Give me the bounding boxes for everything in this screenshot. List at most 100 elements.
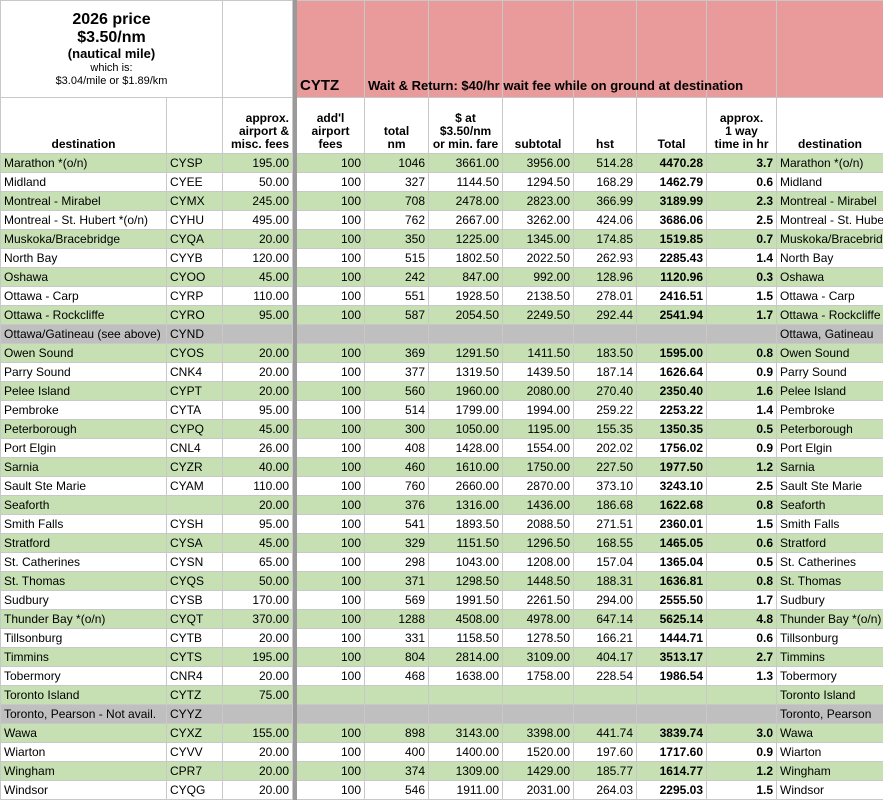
- nm-cell: 760: [365, 477, 429, 496]
- destination-cell: Oshawa: [777, 268, 883, 287]
- subtotal-cell: 2870.00: [503, 477, 574, 496]
- hst-cell: 647.14: [574, 610, 637, 629]
- fees-cell: 95.00: [223, 515, 293, 534]
- fees-cell: 155.00: [223, 724, 293, 743]
- addl-cell: 100: [297, 572, 365, 591]
- addl-cell: 100: [297, 724, 365, 743]
- price-conversion: $3.04/mile or $1.89/km: [1, 75, 222, 88]
- total-cell: 1462.79: [637, 173, 707, 192]
- addl-cell: 100: [297, 781, 365, 800]
- fees-cell: 195.00: [223, 154, 293, 173]
- nm-cell: 762: [365, 211, 429, 230]
- column-header: hst: [574, 98, 637, 154]
- destination-cell: Pembroke: [777, 401, 883, 420]
- total-cell: 2360.01: [637, 515, 707, 534]
- time-cell: 0.7: [707, 230, 777, 249]
- time-cell: 1.4: [707, 249, 777, 268]
- destination-cell: Thunder Bay *(o/n): [1, 610, 167, 629]
- column-header: total nm: [365, 98, 429, 154]
- fees-cell: 110.00: [223, 477, 293, 496]
- time-cell: 0.6: [707, 173, 777, 192]
- nm-cell: [365, 325, 429, 344]
- nm-cell: 329: [365, 534, 429, 553]
- hst-cell: 514.28: [574, 154, 637, 173]
- addl-cell: 100: [297, 534, 365, 553]
- nm-cell: 369: [365, 344, 429, 363]
- time-cell: 1.7: [707, 306, 777, 325]
- total-cell: 2350.40: [637, 382, 707, 401]
- time-cell: 0.5: [707, 553, 777, 572]
- destination-cell: Midland: [1, 173, 167, 192]
- nm-cell: 1288: [365, 610, 429, 629]
- fees-cell: 195.00: [223, 648, 293, 667]
- nm-cell: 515: [365, 249, 429, 268]
- code-cell: CYQG: [167, 781, 223, 800]
- subtotal-cell: 2031.00: [503, 781, 574, 800]
- time-cell: 0.9: [707, 439, 777, 458]
- subtotal-cell: 1554.00: [503, 439, 574, 458]
- nm-cell: 460: [365, 458, 429, 477]
- fare-cell: 3143.00: [429, 724, 503, 743]
- nm-cell: 242: [365, 268, 429, 287]
- destination-cell: Wawa: [777, 724, 883, 743]
- addl-cell: 100: [297, 648, 365, 667]
- fare-cell: 1610.00: [429, 458, 503, 477]
- hst-cell: 271.51: [574, 515, 637, 534]
- fees-cell: 95.00: [223, 306, 293, 325]
- nm-cell: 377: [365, 363, 429, 382]
- addl-cell: 100: [297, 230, 365, 249]
- total-cell: 1717.60: [637, 743, 707, 762]
- total-cell: 3686.06: [637, 211, 707, 230]
- fees-cell: 40.00: [223, 458, 293, 477]
- column-header: destination: [1, 98, 167, 154]
- destination-cell: Wiarton: [777, 743, 883, 762]
- code-cell: CYSA: [167, 534, 223, 553]
- time-cell: 4.8: [707, 610, 777, 629]
- nm-cell: 587: [365, 306, 429, 325]
- code-cell: CYRO: [167, 306, 223, 325]
- total-cell: 1756.02: [637, 439, 707, 458]
- time-cell: 0.8: [707, 496, 777, 515]
- destination-cell: Ottawa - Carp: [777, 287, 883, 306]
- addl-cell: 100: [297, 268, 365, 287]
- subtotal-cell: 1436.00: [503, 496, 574, 515]
- time-cell: 0.5: [707, 420, 777, 439]
- column-header: add'l airport fees: [297, 98, 365, 154]
- fees-cell: 20.00: [223, 629, 293, 648]
- total-cell: 1622.68: [637, 496, 707, 515]
- hst-cell: 197.60: [574, 743, 637, 762]
- code-cell: CYQT: [167, 610, 223, 629]
- subtotal-cell: 1520.00: [503, 743, 574, 762]
- total-cell: 3839.74: [637, 724, 707, 743]
- time-cell: 1.5: [707, 287, 777, 306]
- hst-cell: [574, 325, 637, 344]
- fees-cell: 245.00: [223, 192, 293, 211]
- code-cell: CYYB: [167, 249, 223, 268]
- destination-cell: Sault Ste Marie: [777, 477, 883, 496]
- subtotal-cell: 2249.50: [503, 306, 574, 325]
- fare-cell: 1991.50: [429, 591, 503, 610]
- time-cell: [707, 705, 777, 724]
- total-cell: 1519.85: [637, 230, 707, 249]
- destination-cell: Wawa: [1, 724, 167, 743]
- fees-cell: 20.00: [223, 363, 293, 382]
- addl-cell: 100: [297, 211, 365, 230]
- hst-cell: 264.03: [574, 781, 637, 800]
- destination-cell: Toronto, Pearson: [777, 705, 883, 724]
- addl-cell: 100: [297, 515, 365, 534]
- time-cell: 1.7: [707, 591, 777, 610]
- time-cell: 2.7: [707, 648, 777, 667]
- fees-cell: 20.00: [223, 743, 293, 762]
- time-cell: 0.6: [707, 534, 777, 553]
- fees-cell: 75.00: [223, 686, 293, 705]
